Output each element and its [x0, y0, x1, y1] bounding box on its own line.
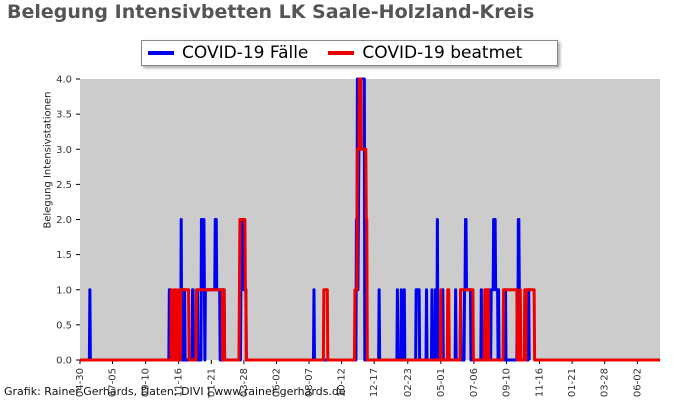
x-tick-label: 02-23: [403, 368, 414, 397]
x-tick-label: 06-02: [271, 368, 282, 397]
y-tick-label: 4.0: [56, 75, 72, 86]
legend-label-beatmet: COVID-19 beatmet: [362, 43, 523, 63]
x-tick-label: 01-21: [567, 368, 578, 397]
x-tick-label: 11-16: [535, 368, 546, 397]
legend-item-beatmet: COVID-19 beatmet: [328, 43, 522, 63]
legend-swatch-faelle: [148, 51, 174, 55]
y-tick-label: 1.0: [56, 285, 72, 296]
y-tick-label: 1.5: [56, 250, 72, 261]
x-tick-label: 09-10: [141, 368, 152, 397]
y-tick-label: 0.5: [56, 320, 72, 331]
legend-swatch-beatmet: [328, 51, 355, 55]
x-tick-label: 10-12: [337, 368, 348, 397]
x-tick-label: 03-28: [239, 368, 250, 397]
x-tick-label: 09-10: [501, 368, 512, 397]
legend-label-faelle: COVID-19 Fälle: [182, 43, 309, 63]
x-tick-label: 11-16: [174, 368, 185, 397]
x-tick-label: 05-01: [436, 368, 447, 397]
x-tick-label: 07-05: [108, 368, 119, 397]
legend-item-faelle: COVID-19 Fälle: [148, 43, 308, 63]
y-tick-label: 3.5: [56, 110, 72, 121]
y-tick-label: 3.0: [56, 145, 72, 156]
chart-credit: Grafik: Rainer Gerhards, Daten: DIVI | w…: [4, 385, 346, 398]
x-tick-label: 07-06: [469, 368, 480, 397]
x-tick-label: 06-02: [632, 368, 643, 397]
x-tick-label: 04-30: [75, 368, 86, 397]
x-tick-label: 08-07: [304, 368, 315, 397]
plot-area: [80, 79, 660, 360]
series-lines: [80, 77, 660, 362]
x-tick-label: 03-28: [600, 368, 611, 397]
y-tick-label: 0.0: [56, 356, 72, 367]
x-tick-label: 01-21: [206, 368, 217, 397]
y-tick-label: 2.0: [56, 215, 72, 226]
x-tick-label: 12-17: [369, 368, 380, 397]
y-tick-label: 2.5: [56, 180, 72, 191]
axis-ticks: 0.0 0.5 1.0 1.5 2.0 2.5 3.0 3.5 4.0 04-30 07-05 09-…: [56, 75, 643, 398]
chart-legend: COVID-19 Fälle COVID-19 beatmet: [141, 40, 558, 66]
y-axis-label: Belegung Intensivstationen: [42, 91, 54, 229]
chart-title: Belegung Intensivbetten LK Saale-Holzlan…: [7, 1, 535, 23]
series-line-beatmet: [80, 77, 660, 362]
